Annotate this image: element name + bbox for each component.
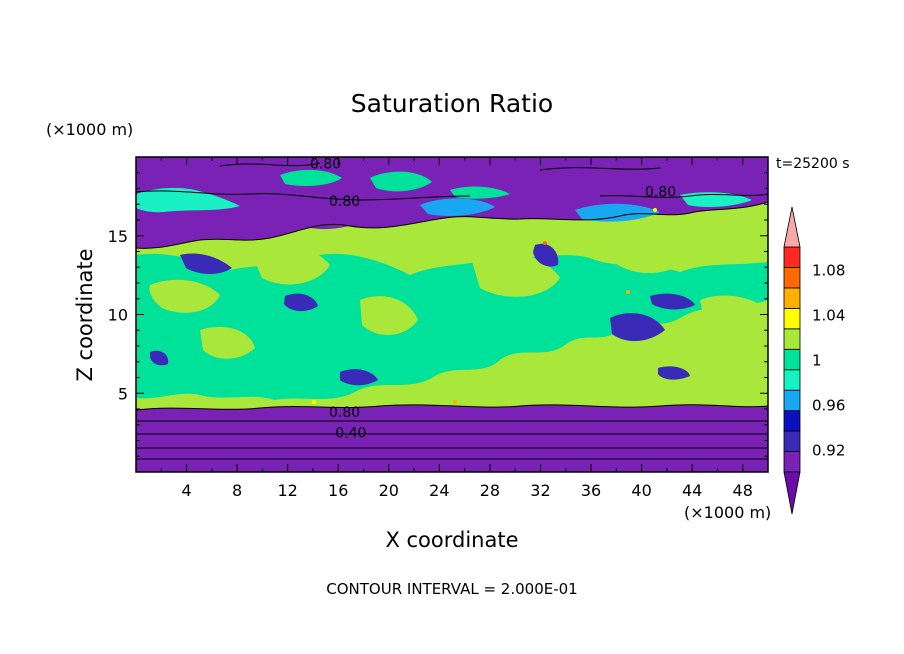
colorbar-segment [783,389,801,412]
supersaturated-patch [250,245,330,285]
x-tick-label: 20 [379,481,399,500]
supersaturated-patch [610,234,690,274]
x-tick-label: 40 [631,481,651,500]
upper-moist-patch [420,198,495,216]
colorbar-over-triangle [783,206,801,248]
contour-line [136,190,471,201]
colorbar-label: 1.04 [812,307,845,325]
dry-cell [340,369,378,386]
x-tick-label: 28 [480,481,500,500]
x-tick-label: 32 [530,481,550,500]
x-tick-label: 8 [232,481,242,500]
contour-line [136,201,768,249]
y-units-label: (×1000 m) [46,120,133,139]
saturated-region [136,253,768,400]
colorbar-segment [783,410,801,432]
supersaturated-patch [700,295,768,345]
dry-cell [610,313,665,342]
colorbar: 0.92 0.96 1 1.04 1.08 [783,206,845,515]
warm-speck [543,241,547,245]
colorbar-label: 1.08 [812,262,845,280]
dry-cell [290,204,368,230]
plot-area [135,156,769,473]
contour-line [539,167,661,171]
supersaturated-patch [470,251,560,297]
time-label: t=25200 s [776,156,850,172]
colorbar-segment [783,430,801,452]
dry-cell [150,350,169,366]
contour-labels: 0.80 0.80 0.80 0.80 0.40 [310,156,676,442]
dry-cell [284,293,318,312]
colorbar-label: 0.96 [812,397,845,415]
colorbar-segment [783,267,801,289]
contour-label: 0.80 [645,185,676,201]
dry-cell [650,293,695,310]
y-tick-label: 5 [118,384,128,403]
x-tick-label: 4 [181,481,191,500]
heatmap-fields [136,157,768,472]
supersaturated-patch [149,279,220,313]
contour-label: 0.80 [329,405,360,421]
y-axis: 5 10 15 [108,172,768,457]
x-tick-label: 24 [429,481,449,500]
contour-lines [136,162,768,460]
upper-moist-patch [680,192,752,208]
colorbar-under-triangle [783,471,801,515]
chart-title: Saturation Ratio [351,89,553,118]
warm-speck [653,208,657,212]
colorbar-segment [783,307,801,330]
x-tick-label: 48 [733,481,753,500]
y-axis-label: Z coordinate [73,248,97,381]
warm-speck [626,290,630,294]
warm-speck [312,400,316,404]
x-tick-label: 16 [328,481,348,500]
upper-moist-patch [280,169,342,186]
x-axis: 4 8 12 16 20 24 28 32 36 40 44 48 [160,157,753,500]
dry-cell [658,366,690,380]
x-tick-label: 44 [682,481,702,500]
colorbar-label: 0.92 [812,442,845,460]
colorbar-segment [783,328,801,350]
colorbar-segment [783,451,801,473]
colorbar-segment [783,369,801,391]
contour-label: 0.80 [310,156,341,172]
y-tick-label: 15 [108,227,128,246]
colorbar-segment [783,348,801,371]
dry-cell [533,243,559,267]
contour-line [219,162,321,167]
contour-label: 0.40 [335,426,366,442]
supersaturated-patch [200,326,255,359]
x-tick-label: 36 [581,481,601,500]
contour-line [599,193,768,198]
upper-moist-patch [136,187,240,213]
x-tick-label: 12 [278,481,298,500]
colorbar-segment [783,246,801,268]
contour-line [136,404,768,411]
colorbar-segment [783,287,801,309]
colorbar-label: 1 [812,352,822,370]
dry-cell [180,253,232,274]
upper-moist-patch [575,203,660,222]
warm-speck [453,400,457,404]
upper-moist-patch [370,171,432,192]
lower-stable-layer [136,404,768,472]
supersaturated-patch [360,296,418,336]
x-axis-label: X coordinate [385,528,518,552]
contour-label: 0.80 [329,194,360,210]
x-units-label: (×1000 m) [684,503,771,522]
y-tick-label: 10 [108,306,128,325]
contour-interval-label: CONTOUR INTERVAL = 2.000E-01 [326,580,577,598]
